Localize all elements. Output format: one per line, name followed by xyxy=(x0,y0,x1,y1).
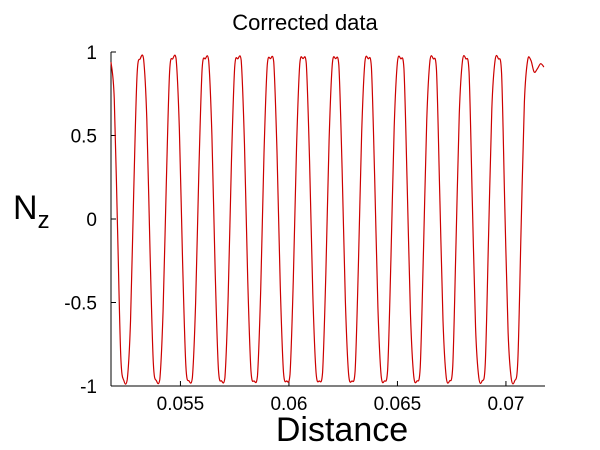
x-axis: 0.055 0.06 0.065 0.07 xyxy=(111,381,545,415)
y-tick-label: 1 xyxy=(86,43,97,64)
y-tick-label: 0.5 xyxy=(71,127,97,148)
x-tick-label: 0.055 xyxy=(157,394,205,415)
x-tick-label: 0.065 xyxy=(374,394,422,415)
chart-title: Corrected data xyxy=(232,10,378,35)
series-layer xyxy=(110,54,545,385)
y-axis: 1 0.5 0 -0.5 -1 xyxy=(64,43,116,398)
y-axis-label-main: N xyxy=(13,189,38,227)
y-tick-label: -0.5 xyxy=(64,294,97,315)
series-line-0 xyxy=(110,54,545,385)
y-tick-label: -1 xyxy=(80,377,97,398)
y-axis-label-subscript: z xyxy=(38,207,50,234)
x-tick-label: 0.07 xyxy=(487,394,524,415)
x-tick-label: 0.06 xyxy=(270,394,307,415)
y-axis-label: Nz xyxy=(13,189,50,234)
y-tick-label: 0 xyxy=(86,210,97,231)
x-axis-label: Distance xyxy=(276,411,408,449)
